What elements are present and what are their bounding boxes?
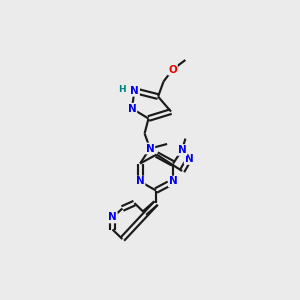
Text: O: O — [168, 64, 177, 75]
Text: N: N — [169, 176, 178, 187]
Text: N: N — [136, 176, 145, 187]
Text: N: N — [146, 143, 154, 154]
Text: N: N — [130, 85, 139, 96]
Text: N: N — [184, 154, 194, 164]
Text: N: N — [178, 145, 187, 155]
Text: N: N — [108, 212, 117, 223]
Text: H: H — [118, 85, 126, 94]
Text: N: N — [130, 85, 139, 96]
Text: N: N — [128, 103, 136, 114]
